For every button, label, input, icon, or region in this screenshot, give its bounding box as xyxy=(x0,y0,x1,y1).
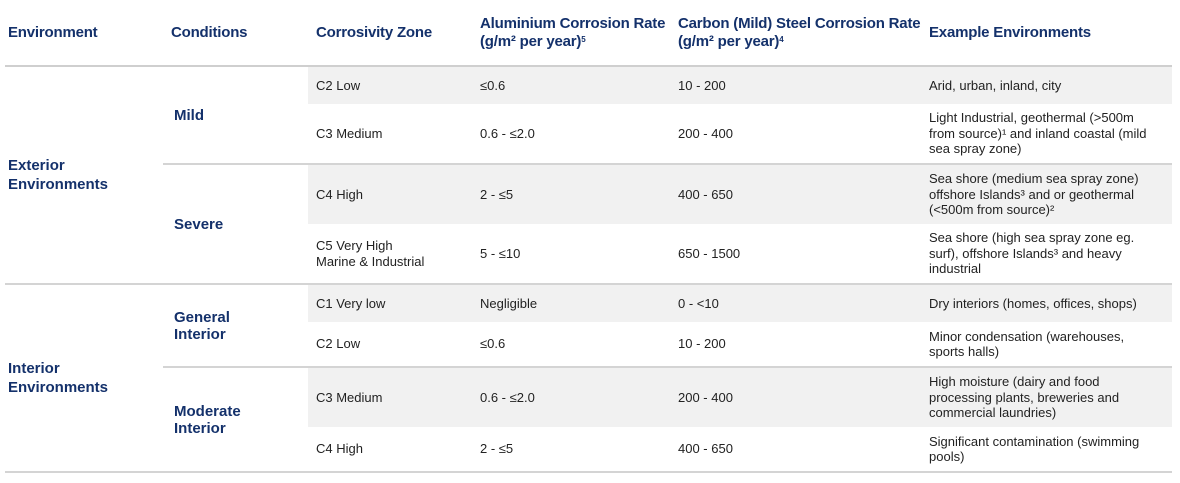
header-steel: Carbon (Mild) Steel Corrosion Rate (g/m²… xyxy=(670,0,921,67)
steel-cell: 10 - 200 xyxy=(678,336,726,352)
steel-cell: 200 - 400 xyxy=(678,125,733,141)
aluminium-cell: ≤0.6 xyxy=(480,336,506,352)
table-row: C4 High 2 - ≤5 400 - 650 Significant contam… xyxy=(5,427,1172,473)
header-zone: Corrosivity Zone xyxy=(308,0,472,67)
examples-cell: Sea shore (high sea spray zone eg. surf)… xyxy=(921,224,1172,285)
examples-cell: High moisture (dairy and food processing… xyxy=(921,366,1172,427)
zone-cell: C3 Medium xyxy=(316,125,383,141)
examples-cell: Arid, urban, inland, city xyxy=(921,66,1172,104)
aluminium-cell: Negligible xyxy=(472,284,670,322)
table-row: Interior Environments General Interior C1 … xyxy=(5,284,1172,473)
header-conditions: Conditions xyxy=(163,0,308,67)
table-row: C2 Low ≤0.6 10 - 200 Minor condensation (wa… xyxy=(5,322,1172,367)
zone-cell: C2 Low xyxy=(308,66,472,104)
condition-cell: Severe xyxy=(163,163,308,285)
table-row: C3 Medium 0.6 - ≤2.0 200 - 400 Light Indust… xyxy=(5,104,1172,164)
footnote-ref: 4 xyxy=(779,34,784,44)
aluminium-cell: 5 - ≤10 xyxy=(472,224,670,285)
corrosivity-table: Environment Conditions Corrosivity Zone … xyxy=(5,0,1172,473)
steel-cell: 400 - 650 xyxy=(670,163,921,224)
zone-cell: C3 Medium xyxy=(308,366,472,427)
aluminium-cell: 2 - ≤5 xyxy=(472,427,670,473)
examples-cell: Light Industrial, geothermal (>500m from… xyxy=(929,110,1147,157)
table-row: Severe C4 High 2 - ≤5 400 - 650 Sea shore (m… xyxy=(5,163,1172,285)
examples-cell: Significant contamination (swimming pool… xyxy=(921,427,1172,473)
table-row: C5 Very High Marine & Industrial 5 - ≤10 6… xyxy=(5,224,1172,285)
condition-cell: Mild xyxy=(163,66,308,165)
steel-cell: 400 - 650 xyxy=(670,427,921,473)
aluminium-cell: 0.6 - ≤2.0 xyxy=(480,125,535,141)
steel-cell: 650 - 1500 xyxy=(670,224,921,285)
header-aluminium: Aluminium Corrosion Rate (g/m² per year)… xyxy=(472,0,670,67)
examples-cell: Minor condensation (warehouses, sports h… xyxy=(929,328,1125,360)
footnote-ref: 5 xyxy=(581,34,586,44)
header-aluminium-text: Aluminium Corrosion Rate (g/m² per year) xyxy=(480,14,666,50)
header-row: Environment Conditions Corrosivity Zone … xyxy=(5,0,1172,67)
zone-cell: C5 Very High Marine & Industrial xyxy=(308,224,472,285)
zone-cell: C4 High xyxy=(308,427,472,473)
table-row: Exterior Environments Mild C2 Low ≤0.6 10 - … xyxy=(5,66,1172,285)
header-steel-text: Carbon (Mild) Steel Corrosion Rate (g/m²… xyxy=(678,14,921,50)
environment-cell: Interior Environments xyxy=(5,284,163,473)
aluminium-cell: ≤0.6 xyxy=(472,66,670,104)
condition-cell: General Interior xyxy=(163,284,308,368)
aluminium-cell: 2 - ≤5 xyxy=(472,163,670,224)
header-examples: Example Environments xyxy=(921,0,1172,67)
zone-cell: C4 High xyxy=(308,163,472,224)
steel-cell: 10 - 200 xyxy=(670,66,921,104)
header-environment: Environment xyxy=(5,0,163,67)
zone-cell: C2 Low xyxy=(316,336,361,352)
examples-cell: Sea shore (medium sea spray zone) offsho… xyxy=(921,163,1172,224)
environment-cell: Exterior Environments xyxy=(5,66,163,285)
condition-cell: Moderate Interior xyxy=(163,366,308,473)
examples-cell: Dry interiors (homes, offices, shops) xyxy=(921,284,1172,322)
table-row: Moderate Interior C3 Medium 0.6 - ≤2.0 200 … xyxy=(5,366,1172,473)
steel-cell: 200 - 400 xyxy=(670,366,921,427)
zone-cell: C1 Very low xyxy=(308,284,472,322)
steel-cell: 0 - <10 xyxy=(670,284,921,322)
aluminium-cell: 0.6 - ≤2.0 xyxy=(472,366,670,427)
